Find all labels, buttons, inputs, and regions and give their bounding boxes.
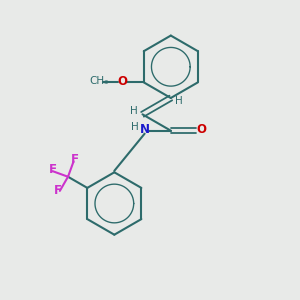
Text: N: N — [140, 123, 150, 136]
Text: H: H — [130, 106, 138, 116]
Text: O: O — [117, 75, 128, 88]
Text: F: F — [71, 153, 79, 166]
Text: O: O — [196, 123, 206, 136]
Text: F: F — [49, 163, 57, 176]
Text: H: H — [131, 122, 139, 132]
Text: F: F — [54, 184, 62, 197]
Text: H: H — [175, 96, 183, 106]
Text: CH₃: CH₃ — [90, 76, 109, 86]
